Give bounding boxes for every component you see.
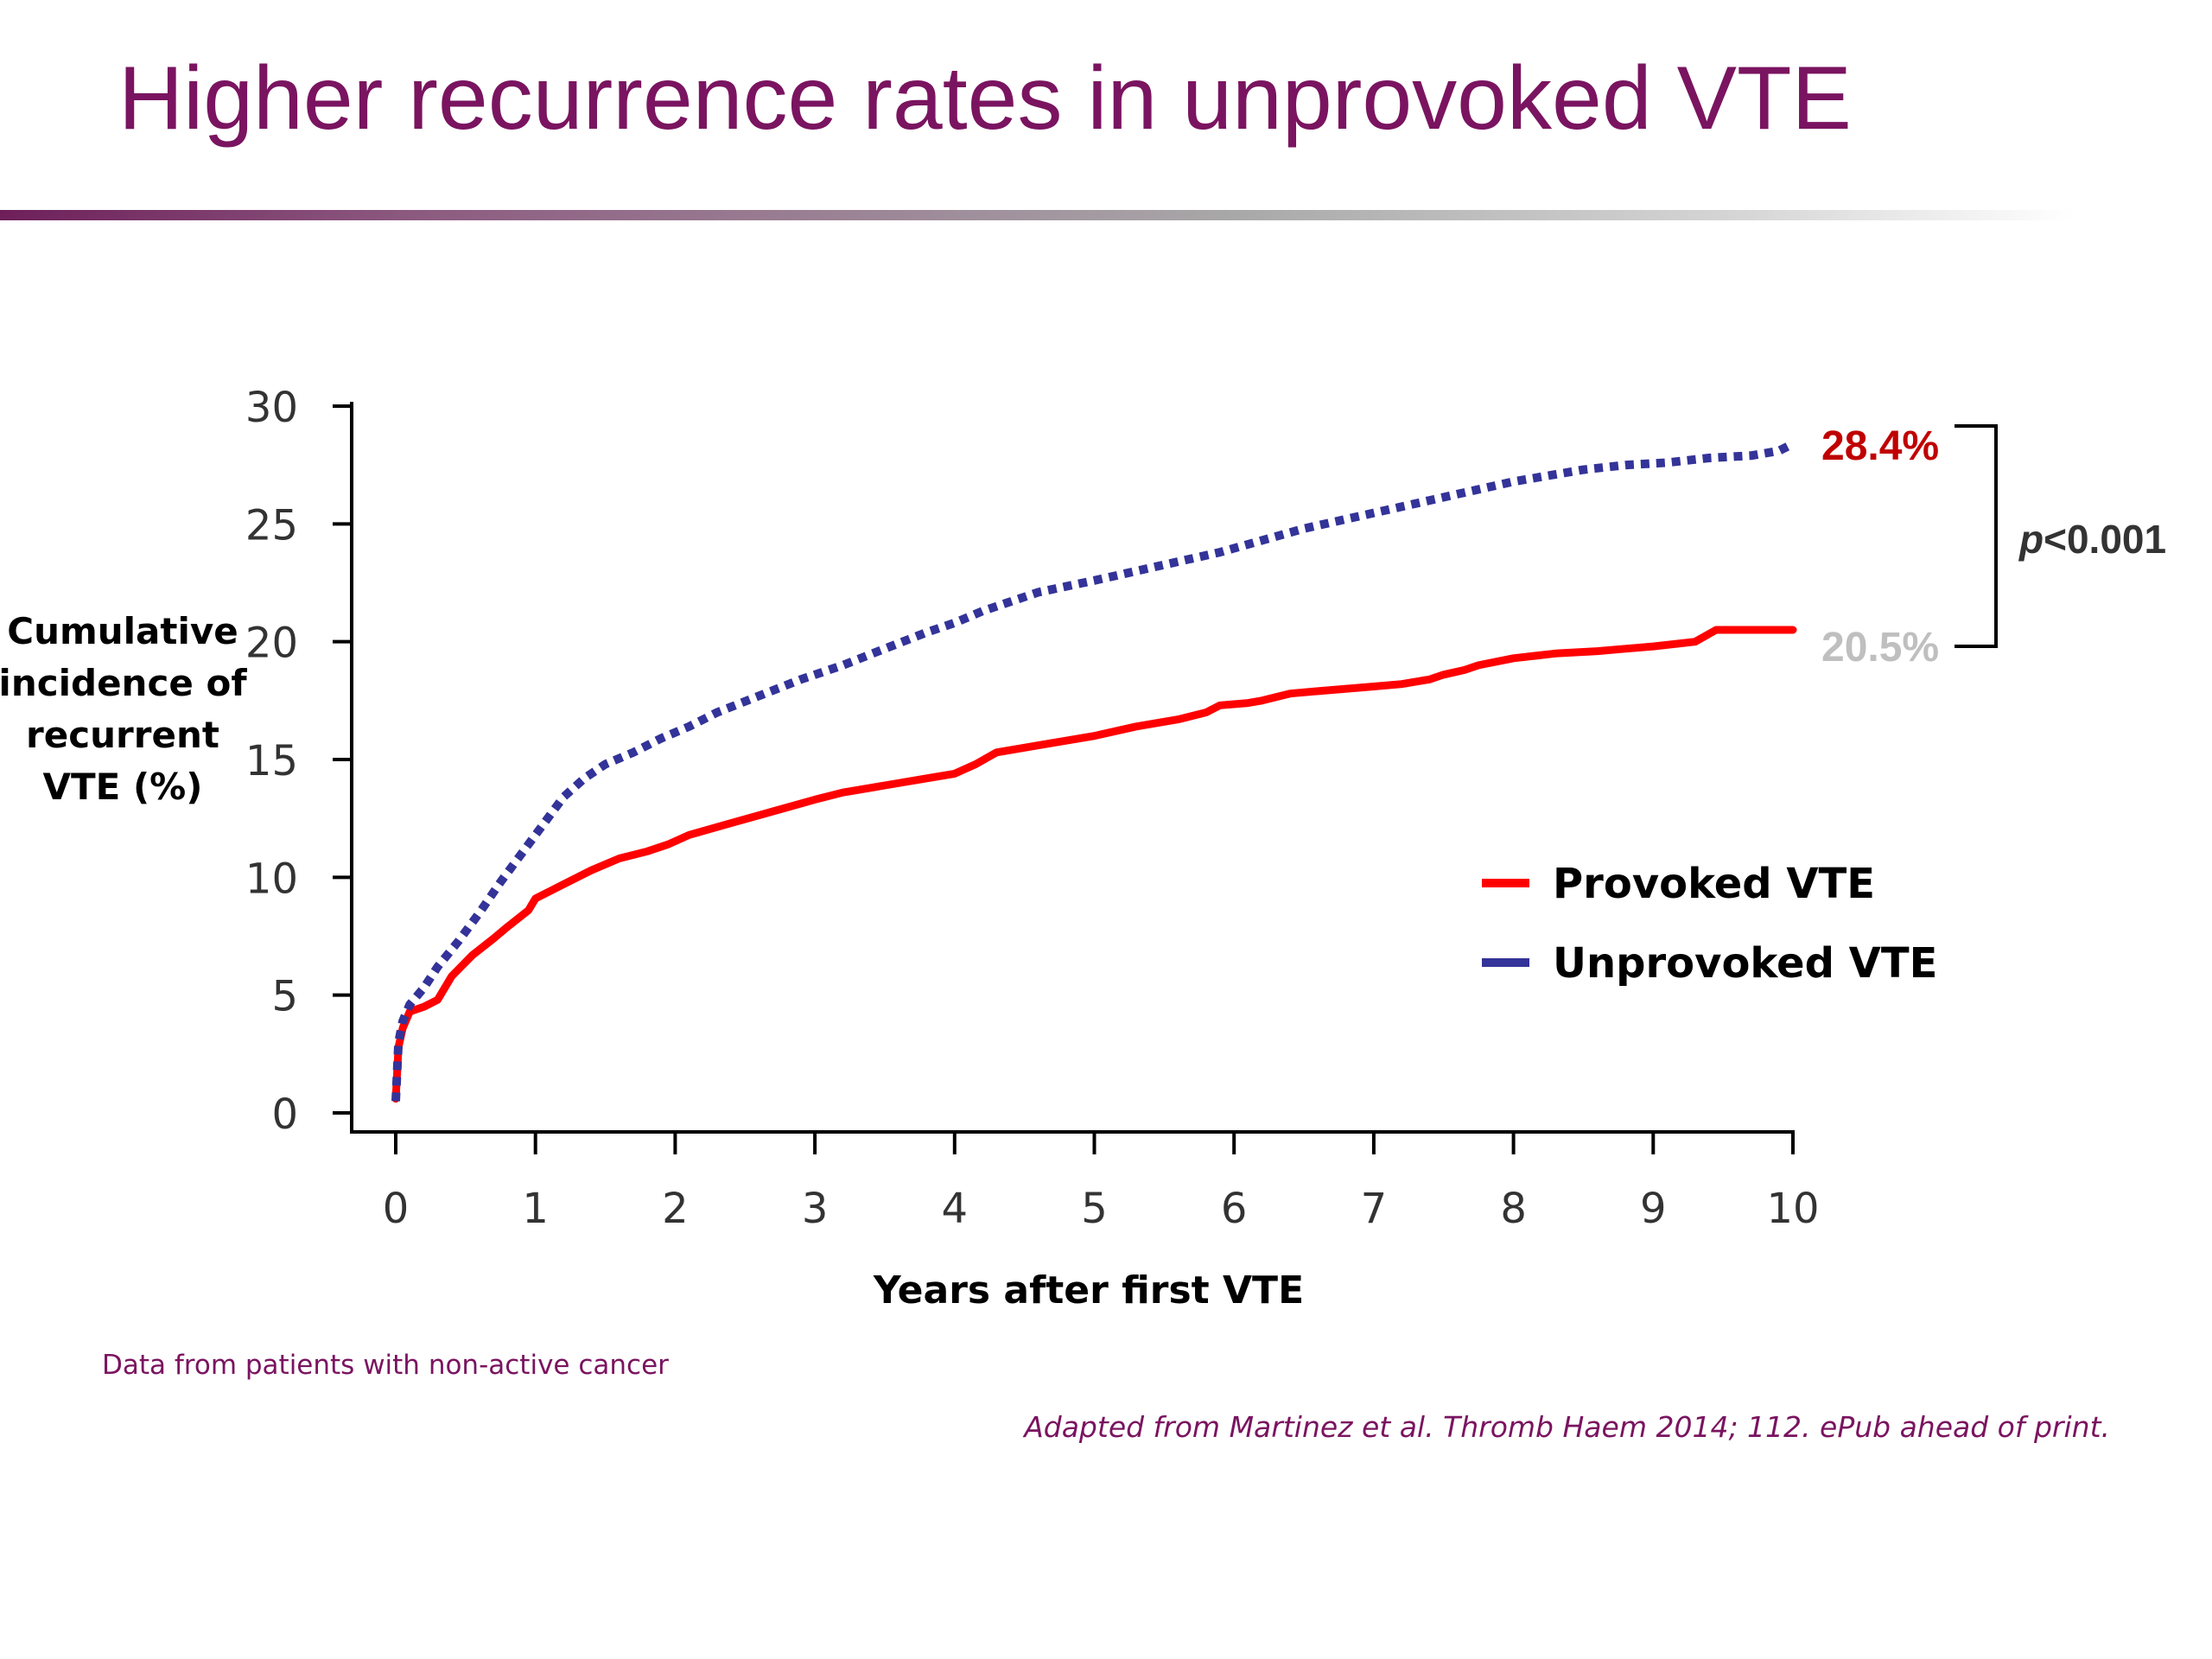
y-tick-label: 10 [245, 855, 298, 903]
legend-label: Provoked VTE [1553, 860, 1875, 908]
y-tick-label: 5 [271, 973, 298, 1021]
x-tick-label: 8 [1500, 1185, 1527, 1233]
x-tick-label: 10 [1766, 1185, 1819, 1233]
series-end-labels: 28.4% 20.5% [1821, 423, 1939, 671]
x-tick-label: 9 [1640, 1185, 1667, 1233]
chart-legend: Provoked VTE Unprovoked VTE [1482, 860, 1937, 988]
x-axis-ticks: 0 1 2 3 4 5 6 7 8 9 10 [383, 1132, 1820, 1233]
footnote: Data from patients with non-active cance… [102, 1350, 669, 1381]
significance-bracket: p<0.001 [1955, 424, 2166, 648]
x-tick-label: 0 [383, 1185, 410, 1233]
title-divider [0, 210, 2074, 220]
x-axis-label: Years after first VTE [873, 1268, 1304, 1313]
provoked-vte-line [391, 626, 1797, 1103]
bracket-line [1955, 424, 1998, 648]
x-tick-label: 7 [1361, 1185, 1388, 1233]
y-tick-label: 30 [245, 384, 298, 432]
chart-series [391, 440, 1797, 1103]
x-tick-label: 1 [522, 1185, 549, 1233]
x-tick-label: 2 [662, 1185, 689, 1233]
y-axis-label-line: VTE (%) [43, 766, 203, 808]
y-tick-label: 25 [245, 501, 298, 550]
legend-label: Unprovoked VTE [1553, 939, 1937, 988]
unprovoked-end-label: 28.4% [1821, 423, 1939, 469]
unprovoked-vte-line [391, 440, 1796, 1102]
y-tick-label: 20 [245, 620, 298, 668]
y-axis-ticks: 0 5 10 15 20 25 30 [245, 384, 352, 1139]
y-tick-label: 0 [271, 1090, 298, 1139]
x-tick-label: 3 [802, 1185, 829, 1233]
y-axis-label-line: incidence of [0, 662, 247, 704]
chart-axes [350, 402, 1795, 1134]
source-citation: Adapted from Martinez et al. Thromb Haem… [1024, 1410, 2110, 1444]
y-axis-label-line: Cumulative [7, 610, 238, 652]
p-value-annotation: p<0.001 [2018, 517, 2166, 562]
provoked-end-label: 20.5% [1821, 625, 1939, 671]
x-tick-label: 5 [1081, 1185, 1108, 1233]
y-axis-label: Cumulative incidence of recurrent VTE (%) [0, 610, 247, 808]
y-tick-label: 15 [245, 737, 298, 785]
x-tick-label: 6 [1221, 1185, 1248, 1233]
x-tick-label: 4 [942, 1185, 969, 1233]
slide-title: Higher recurrence rates in unprovoked VT… [118, 48, 1852, 149]
y-axis-label-line: recurrent [26, 714, 219, 756]
